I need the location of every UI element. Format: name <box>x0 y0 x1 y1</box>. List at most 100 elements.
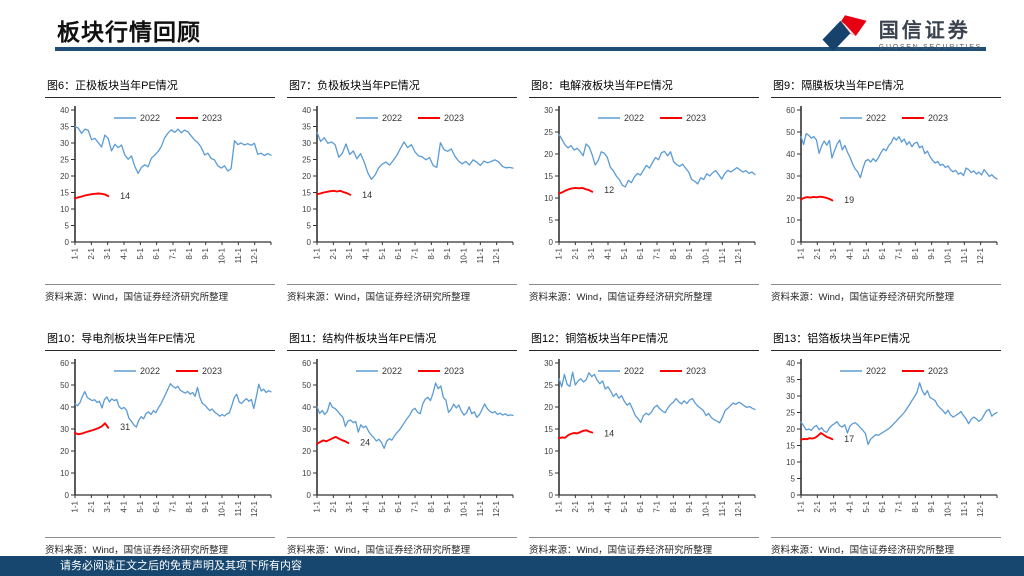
y-tick-label: 0 <box>791 491 796 500</box>
x-tick-label: 6-1 <box>152 500 161 512</box>
x-tick-label: 8-1 <box>911 500 920 512</box>
x-tick-label: 10-1 <box>460 500 469 517</box>
y-tick-label: 50 <box>786 128 795 137</box>
chart-title: 图10：导电剂板块当年PE情况 <box>45 329 275 351</box>
y-tick-label: 40 <box>786 150 795 159</box>
x-tick-label: 1-1 <box>71 247 80 259</box>
annotation-2023-value: 31 <box>120 422 130 432</box>
x-tick-label: 1-1 <box>313 500 322 512</box>
series-2022-line <box>558 133 756 188</box>
chart-title: 图9：隔膜板块当年PE情况 <box>771 76 1001 98</box>
x-tick-label: 10-1 <box>460 247 469 264</box>
chart-title: 图6：正极板块当年PE情况 <box>45 76 275 98</box>
y-tick-label: 40 <box>302 106 311 115</box>
series-2023-line <box>316 189 352 196</box>
pe-line-chart: 0 5 10 15 20 25 30 1-1 2-1 3-1 4-1 5-1 6-1 7-1 8-1 9-1 1… <box>544 106 756 264</box>
logo-name-cn: 国信证券 <box>878 19 971 42</box>
x-tick-label: 1-1 <box>555 500 564 512</box>
x-tick-label: 7-1 <box>411 247 420 259</box>
y-tick-label: 5 <box>65 221 70 230</box>
x-tick-label: 10-1 <box>702 247 711 264</box>
x-tick-label: 8-1 <box>911 247 920 259</box>
x-tick-label: 1-1 <box>555 247 564 259</box>
x-tick-label: 4-1 <box>604 247 613 259</box>
title-underline <box>55 47 986 51</box>
y-tick-label: 20 <box>60 172 69 181</box>
y-tick-label: 40 <box>60 403 69 412</box>
chart-cell: 图10：导电剂板块当年PE情况 0 10 20 30 40 50 60 1-1 2-1 3-1 4-1… <box>45 329 275 556</box>
x-tick-label: 12-1 <box>734 247 743 264</box>
x-tick-label: 3-1 <box>829 247 838 259</box>
chart-source: 资料来源：Wind，国信证券经济研究所整理 <box>45 284 275 303</box>
series-2023-line <box>800 195 834 202</box>
y-tick-label: 0 <box>65 238 70 247</box>
x-tick-label: 8-1 <box>427 500 436 512</box>
chart-cell: 图8：电解液板块当年PE情况 0 5 10 15 20 25 30 1-1 2-1 3-1 4-1 5-… <box>529 76 759 303</box>
x-tick-label: 2-1 <box>87 500 96 512</box>
chart-cell: 图13：铝箔板块当年PE情况 0 5 10 15 20 25 30 35 40 1-1 2-1 3-1 4… <box>771 329 1001 556</box>
x-tick-label: 2-1 <box>813 500 822 512</box>
y-tick-label: 60 <box>786 106 795 115</box>
x-tick-label: 6-1 <box>878 500 887 512</box>
series-2022-line <box>800 132 998 180</box>
series-2022-line <box>316 382 514 450</box>
y-tick-label: 35 <box>786 375 795 384</box>
x-tick-label: 8-1 <box>669 500 678 512</box>
x-tick-label: 3-1 <box>345 247 354 259</box>
y-tick-label: 10 <box>302 205 311 214</box>
x-tick-label: 11-1 <box>718 247 727 263</box>
x-tick-label: 5-1 <box>136 500 145 512</box>
y-tick-label: 20 <box>60 447 69 456</box>
y-tick-label: 10 <box>60 469 69 478</box>
x-tick-label: 7-1 <box>653 247 662 259</box>
legend-label-2022: 2022 <box>140 366 160 376</box>
series-2023-line <box>800 432 834 441</box>
x-tick-label: 9-1 <box>927 247 936 259</box>
x-tick-label: 5-1 <box>620 247 629 259</box>
y-tick-label: 40 <box>60 106 69 115</box>
y-tick-label: 35 <box>60 122 69 131</box>
x-tick-label: 2-1 <box>329 247 338 259</box>
x-tick-label: 8-1 <box>427 247 436 259</box>
x-tick-label: 12-1 <box>734 500 743 517</box>
y-tick-label: 0 <box>307 491 312 500</box>
x-tick-label: 8-1 <box>185 500 194 512</box>
y-tick-label: 0 <box>65 491 70 500</box>
y-tick-label: 20 <box>786 425 795 434</box>
chart-title: 图7：负极板块当年PE情况 <box>287 76 517 98</box>
x-tick-label: 11-1 <box>960 500 969 516</box>
y-tick-label: 25 <box>60 155 69 164</box>
pe-line-chart: 0 5 10 15 20 25 30 35 40 1-1 2-1 3-1 4-1 5-1 6-1 7-1 8-1… <box>302 106 514 264</box>
legend-label-2023: 2023 <box>202 113 222 123</box>
annotation-2023-value: 17 <box>844 434 854 444</box>
x-tick-label: 6-1 <box>636 247 645 259</box>
x-tick-label: 12-1 <box>492 247 501 264</box>
charts-grid: 图6：正极板块当年PE情况 0 5 10 15 20 25 30 35 40 1-1 2-1 3-1 4-… <box>45 76 1001 556</box>
x-tick-label: 1-1 <box>797 247 806 259</box>
x-tick-label: 4-1 <box>846 247 855 259</box>
annotation-2023-value: 14 <box>604 428 614 438</box>
chart-source: 资料来源：Wind，国信证券经济研究所整理 <box>287 284 517 303</box>
x-tick-label: 11-1 <box>234 500 243 516</box>
x-tick-label: 3-1 <box>587 247 596 259</box>
chart-title: 图13：铝箔板块当年PE情况 <box>771 329 1001 351</box>
legend-label-2022: 2022 <box>866 113 886 123</box>
y-tick-label: 10 <box>60 205 69 214</box>
y-tick-label: 15 <box>302 188 311 197</box>
y-tick-label: 20 <box>302 447 311 456</box>
x-tick-label: 3-1 <box>103 500 112 512</box>
y-tick-label: 30 <box>786 392 795 401</box>
series-2023-line <box>558 186 594 195</box>
x-tick-label: 11-1 <box>234 247 243 263</box>
pe-line-chart: 0 10 20 30 40 50 60 1-1 2-1 3-1 4-1 5-1 6-1 7-1 8-1 9-1… <box>786 106 998 264</box>
x-tick-label: 3-1 <box>587 500 596 512</box>
legend-label-2023: 2023 <box>928 366 948 376</box>
y-tick-label: 0 <box>307 238 312 247</box>
annotation-2023-value: 19 <box>844 195 854 205</box>
legend-label-2022: 2022 <box>140 113 160 123</box>
y-tick-label: 30 <box>544 106 553 115</box>
x-tick-label: 12-1 <box>492 500 501 517</box>
series-2023-line <box>558 429 594 440</box>
x-tick-label: 7-1 <box>169 247 178 259</box>
x-tick-label: 2-1 <box>813 247 822 259</box>
